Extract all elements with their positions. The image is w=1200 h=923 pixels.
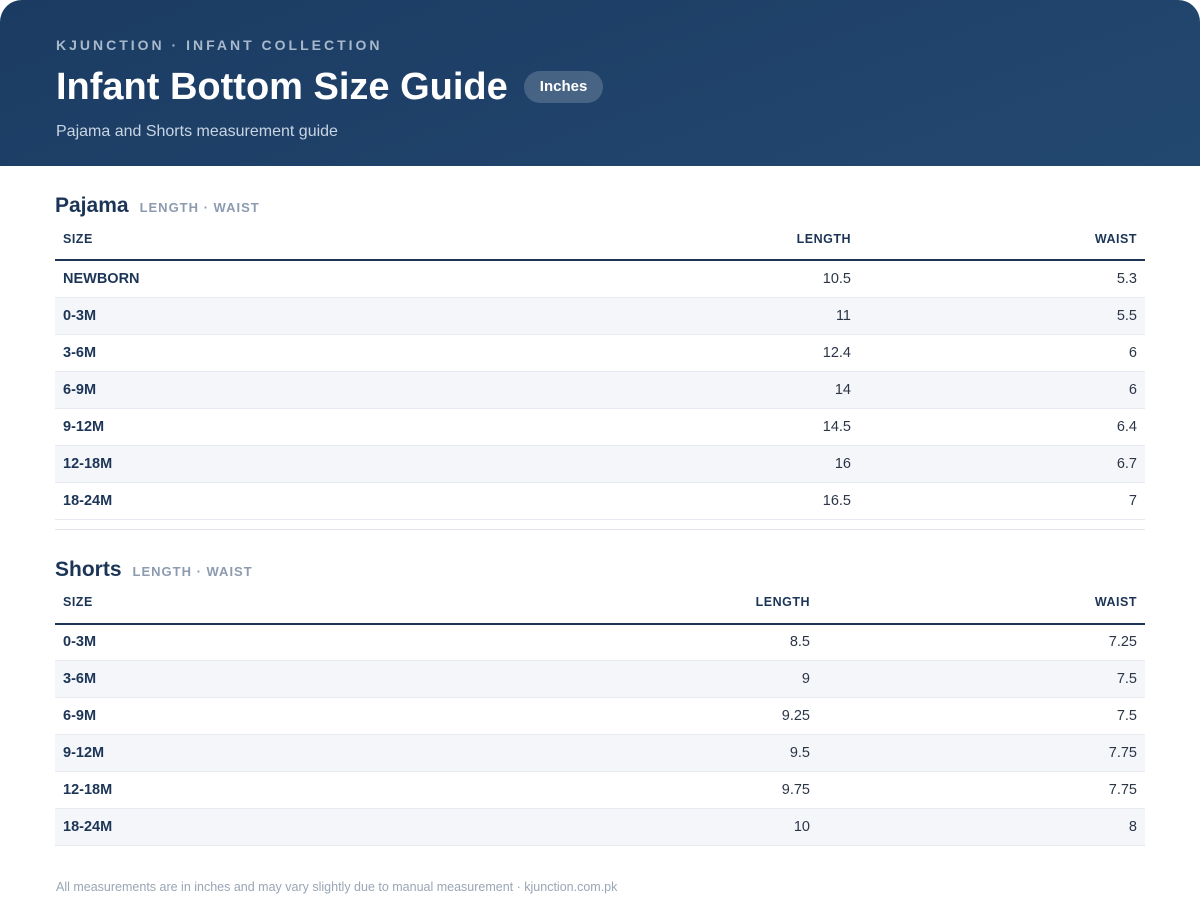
table-row: NEWBORN 10.5 5.3: [55, 260, 1145, 298]
column-header-waist: WAIST: [859, 218, 1145, 261]
length-cell: 10.5: [489, 260, 859, 298]
shorts-section-header: Shorts LENGTH · WAIST: [55, 558, 1145, 582]
size-cell: 9-12M: [55, 734, 435, 772]
table-row: 3-6M 12.4 6: [55, 334, 1145, 372]
length-cell: 16.5: [489, 482, 859, 520]
column-header-length: LENGTH: [489, 218, 859, 261]
column-header-length: LENGTH: [435, 581, 818, 625]
length-cell: 11: [489, 297, 859, 335]
size-cell: 12-18M: [55, 771, 435, 809]
table-row: 12-18M 16 6.7: [55, 445, 1145, 483]
waist-cell: 6.4: [859, 408, 1145, 446]
shorts-section-meta: LENGTH · WAIST: [132, 563, 253, 579]
length-cell: 9.5: [435, 734, 818, 772]
table-row: 18-24M 10 8: [55, 808, 1145, 846]
unit-badge: Inches: [523, 71, 604, 103]
length-cell: 14: [489, 371, 859, 409]
column-header-size: SIZE: [55, 218, 489, 261]
waist-cell: 8: [818, 808, 1145, 846]
size-cell: 3-6M: [55, 334, 489, 372]
length-cell: 10: [435, 808, 818, 846]
pajama-section-title: Pajama: [55, 194, 129, 217]
page-header: KJUNCTION · INFANT COLLECTION Infant Bot…: [0, 0, 1200, 166]
size-cell: 0-3M: [55, 297, 489, 335]
pajama-size-table: SIZE LENGTH WAIST NEWBORN 10.5 5.3 0-3M …: [55, 218, 1145, 520]
size-cell: 6-9M: [55, 697, 435, 735]
shorts-section-title: Shorts: [55, 557, 122, 581]
length-cell: 8.5: [435, 623, 818, 661]
length-cell: 14.5: [489, 408, 859, 446]
waist-cell: 6: [859, 334, 1145, 372]
table-row: 6-9M 9.25 7.5: [55, 697, 1145, 735]
length-cell: 12.4: [489, 334, 859, 372]
waist-cell: 7.75: [818, 771, 1145, 809]
pajama-section-meta: LENGTH · WAIST: [139, 200, 260, 215]
shorts-size-table: SIZE LENGTH WAIST 0-3M 8.5 7.25 3-6M 9 7…: [55, 581, 1145, 846]
table-row: 9-12M 14.5 6.4: [55, 408, 1145, 446]
length-cell: 9.75: [435, 771, 818, 809]
pajama-section: Pajama LENGTH · WAIST SIZE LENGTH WAIST …: [0, 166, 1200, 520]
table-row: 0-3M 11 5.5: [55, 297, 1145, 335]
column-header-waist: WAIST: [818, 581, 1145, 625]
table-header-row: SIZE LENGTH WAIST: [55, 581, 1145, 625]
column-header-size: SIZE: [55, 581, 435, 625]
length-cell: 16: [489, 445, 859, 483]
size-cell: 18-24M: [55, 482, 489, 520]
length-cell: 9: [435, 660, 818, 698]
waist-cell: 5.3: [859, 260, 1145, 298]
pajama-section-header: Pajama LENGTH · WAIST: [55, 194, 1145, 218]
page-title: Infant Bottom Size Guide: [56, 66, 508, 108]
waist-cell: 7.25: [818, 623, 1145, 661]
table-row: 0-3M 8.5 7.25: [55, 623, 1145, 661]
size-cell: 6-9M: [55, 371, 489, 409]
table-row: 6-9M 14 6: [55, 371, 1145, 409]
size-cell: 9-12M: [55, 408, 489, 446]
table-row: 9-12M 9.5 7.75: [55, 734, 1145, 772]
size-cell: NEWBORN: [55, 260, 489, 298]
footer-note: All measurements are in inches and may v…: [56, 880, 618, 894]
waist-cell: 7.5: [818, 660, 1145, 698]
section-divider: [55, 528, 1145, 530]
size-cell: 0-3M: [55, 623, 435, 661]
waist-cell: 7: [859, 482, 1145, 520]
brand-eyebrow: KJUNCTION · INFANT COLLECTION: [56, 37, 383, 53]
waist-cell: 7.5: [818, 697, 1145, 735]
table-row: 3-6M 9 7.5: [55, 660, 1145, 698]
shorts-section: Shorts LENGTH · WAIST SIZE LENGTH WAIST …: [0, 530, 1200, 846]
size-cell: 18-24M: [55, 808, 435, 846]
waist-cell: 6: [859, 371, 1145, 409]
table-row: 18-24M 16.5 7: [55, 482, 1145, 520]
size-cell: 3-6M: [55, 660, 435, 698]
size-cell: 12-18M: [55, 445, 489, 483]
page-subtitle: Pajama and Shorts measurement guide: [56, 123, 338, 140]
waist-cell: 7.75: [818, 734, 1145, 772]
title-row: Infant Bottom Size Guide Inches: [56, 65, 1144, 109]
table-header-row: SIZE LENGTH WAIST: [55, 218, 1145, 261]
table-row: 12-18M 9.75 7.75: [55, 771, 1145, 809]
length-cell: 9.25: [435, 697, 818, 735]
waist-cell: 6.7: [859, 445, 1145, 483]
waist-cell: 5.5: [859, 297, 1145, 335]
